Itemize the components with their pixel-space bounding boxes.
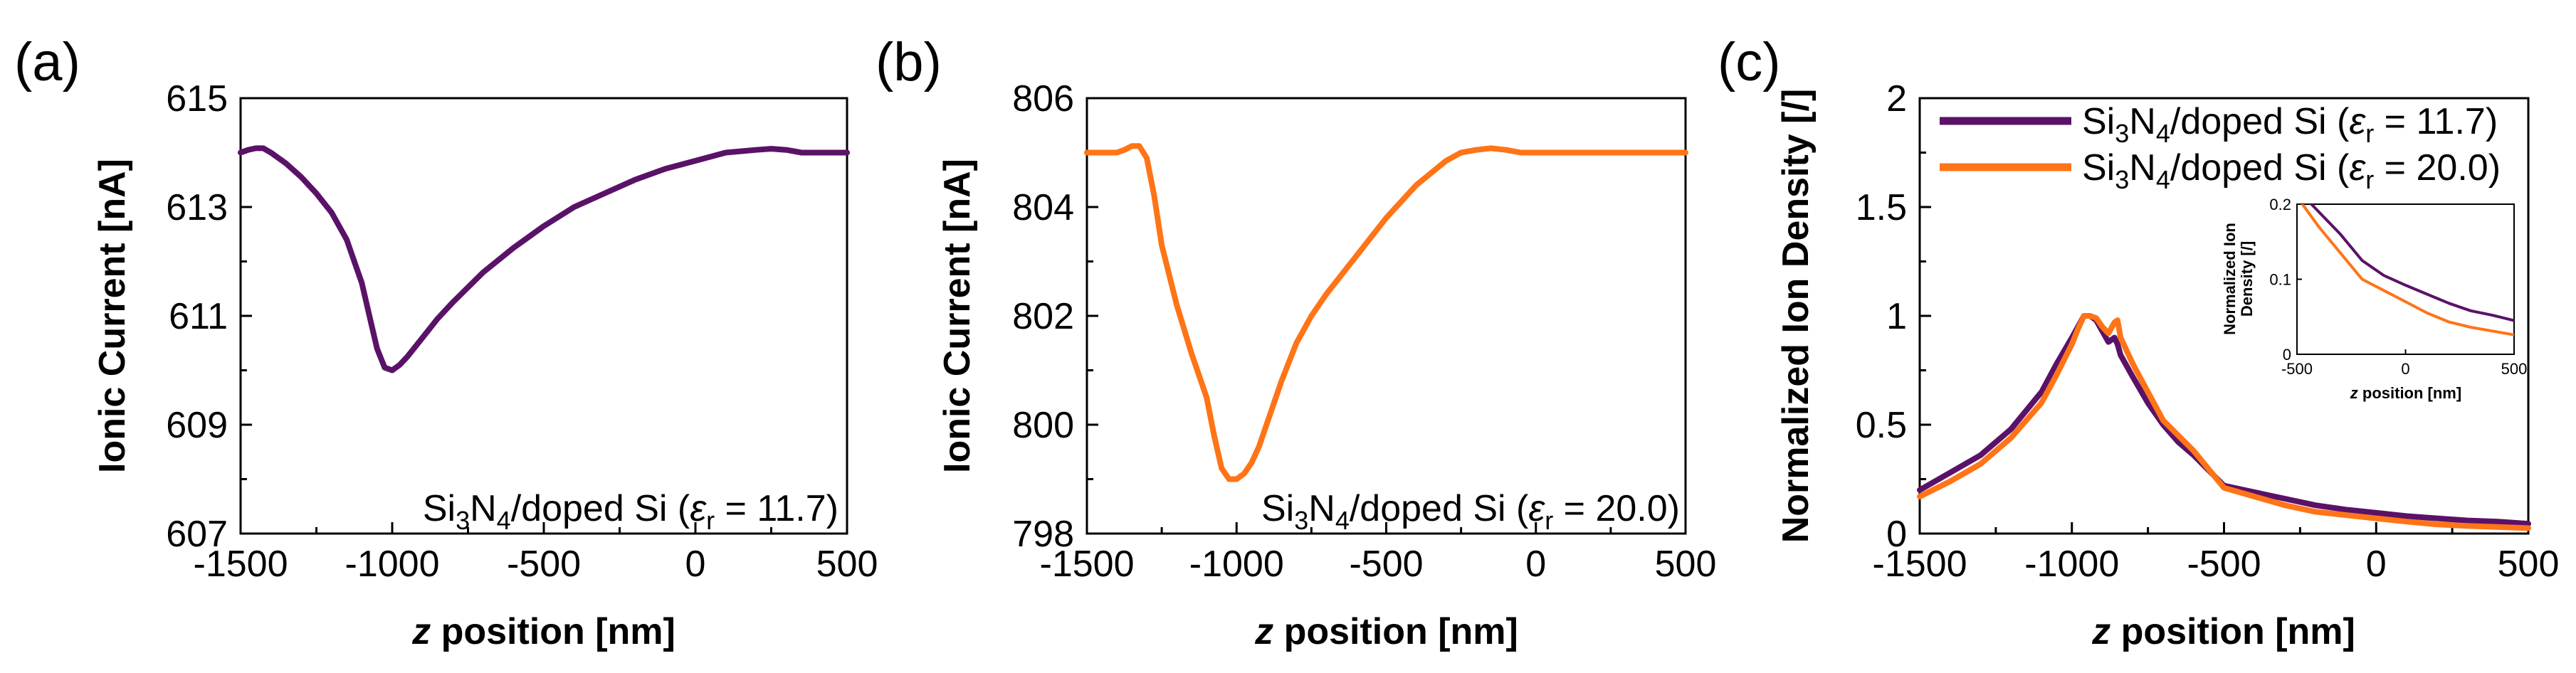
panel-label-b: (b) bbox=[876, 32, 942, 92]
inset-series-lines bbox=[2301, 204, 2514, 336]
series-line-1 bbox=[1917, 313, 2531, 527]
x-tick-label: 0 bbox=[2366, 544, 2387, 585]
x-axis-label-b: z position [nm] bbox=[1254, 611, 1518, 652]
x-tick-label: -1000 bbox=[2024, 544, 2119, 585]
plot-frame-b bbox=[1085, 97, 1687, 535]
x-tick-label: -500 bbox=[507, 544, 581, 585]
x-tick-label: -1000 bbox=[1189, 544, 1284, 585]
y-tick-label: 615 bbox=[166, 78, 228, 120]
panel-label-a: (a) bbox=[14, 32, 80, 92]
x-tick-label: -1500 bbox=[1040, 544, 1135, 585]
x-axis-label-c: z position [nm] bbox=[2091, 611, 2355, 652]
panel-a: (a) 607 609 611 613 615 -1500 -1000 -500 0 500 I… bbox=[14, 32, 878, 652]
x-ticks-c: -1500 -1000 -500 0 500 bbox=[1873, 522, 2560, 585]
inset-frame bbox=[2296, 203, 2515, 355]
x-tick-label: 500 bbox=[816, 544, 878, 585]
legend-c: Si3N4/doped Si (εr = 11.7) Si3N4/doped S… bbox=[1940, 101, 2501, 194]
series-line-1 bbox=[238, 145, 850, 373]
y-tick-label: 611 bbox=[169, 296, 228, 337]
y-axis-label-a: Ionic Current [nA] bbox=[92, 159, 133, 473]
series-lines-b bbox=[1084, 143, 1688, 482]
inset-y-tick-label: 0.2 bbox=[2269, 196, 2291, 213]
inset-chart: 00.10.2 -500 0 500 Normalized IonDensity [… bbox=[2221, 196, 2527, 402]
panel-b: (b) 798 800 802 804 806 -1500 -1000 -500 0 500 I… bbox=[876, 32, 1716, 652]
inset-y-tick-label: 0 bbox=[2283, 346, 2291, 364]
x-tick-label: -1500 bbox=[194, 544, 288, 585]
y-tick-label: 0.5 bbox=[1856, 405, 1907, 446]
inset-y-tick-label: 0.1 bbox=[2269, 271, 2291, 289]
series-line-2 bbox=[1917, 313, 2531, 531]
panel-c: (c) 00.511.52 -1500 -1000 -500 0 500 Normali… bbox=[1718, 32, 2559, 652]
inset-y-ticks: 0 0.1 0.2 bbox=[2269, 196, 2302, 364]
inset-x-tick-label: -500 bbox=[2281, 360, 2313, 378]
y-ticks-c: 0 0.5 1 1.5 2 bbox=[1856, 78, 1931, 555]
y-tick-label: 1.5 bbox=[1856, 187, 1907, 228]
x-ticks-a: -1500 -1000 -500 0 500 bbox=[194, 522, 878, 585]
x-ticks-b: -1500 -1000 -500 0 500 bbox=[1040, 522, 1717, 585]
inset-series-line-2 bbox=[2301, 204, 2514, 336]
annotation-a: Si3N4/doped Si (εr = 11.7) bbox=[423, 488, 838, 535]
series-line-1 bbox=[1084, 143, 1688, 482]
y-tick-label: 1 bbox=[1886, 296, 1907, 337]
x-tick-label: 0 bbox=[1525, 544, 1546, 585]
x-axis-label-a: z position [nm] bbox=[411, 611, 675, 652]
x-tick-label: -500 bbox=[2187, 544, 2261, 585]
inset-series-line-1 bbox=[2309, 204, 2514, 322]
legend-label-1: Si3N4/doped Si (εr = 11.7) bbox=[2082, 101, 2498, 148]
y-axis-label-c: Normalized Ion Density [/] bbox=[1775, 89, 1817, 544]
y-tick-label: 607 bbox=[166, 514, 228, 555]
y-tick-label: 802 bbox=[1012, 296, 1074, 337]
inset-x-tick-label: 0 bbox=[2401, 360, 2409, 378]
x-tick-label: -500 bbox=[1349, 544, 1423, 585]
x-tick-label: 500 bbox=[2498, 544, 2560, 585]
y-axis-label-b: Ionic Current [nA] bbox=[937, 159, 978, 473]
inset-x-axis-label: z position [nm] bbox=[2350, 384, 2461, 402]
y-tick-label: 798 bbox=[1012, 514, 1074, 555]
y-tick-label: 0 bbox=[1886, 514, 1907, 555]
inset-x-ticks: -500 0 500 bbox=[2281, 349, 2527, 378]
y-ticks-b: 798 800 802 804 806 bbox=[1012, 78, 1098, 555]
series-lines-a bbox=[238, 145, 850, 373]
y-tick-label: 613 bbox=[166, 187, 228, 228]
y-tick-label: 2 bbox=[1886, 78, 1907, 120]
x-tick-label: -1000 bbox=[345, 544, 440, 585]
legend-label-2: Si3N4/doped Si (εr = 20.0) bbox=[2082, 147, 2501, 194]
plot-frame-a bbox=[239, 97, 848, 535]
x-tick-label: 500 bbox=[1655, 544, 1717, 585]
y-tick-label: 609 bbox=[166, 405, 228, 446]
x-tick-label: -1500 bbox=[1873, 544, 1967, 585]
annotation-b: Si3N4/doped Si (εr = 20.0) bbox=[1261, 488, 1680, 535]
inset-y-axis-label: Normalized IonDensity [/] bbox=[2221, 223, 2256, 335]
y-ticks-a: 607 609 611 613 615 bbox=[166, 78, 252, 555]
y-tick-label: 804 bbox=[1012, 187, 1074, 228]
series-lines-c bbox=[1917, 313, 2531, 531]
y-tick-label: 800 bbox=[1012, 405, 1074, 446]
x-tick-label: 0 bbox=[685, 544, 706, 585]
y-tick-label: 806 bbox=[1012, 78, 1074, 120]
panel-label-c: (c) bbox=[1718, 32, 1781, 92]
inset-x-tick-label: 500 bbox=[2501, 360, 2528, 378]
